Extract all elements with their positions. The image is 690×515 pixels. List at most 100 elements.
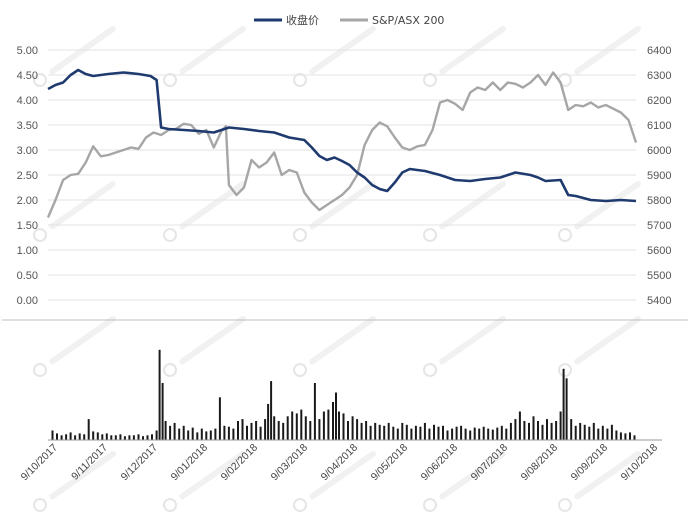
left-tick-label: 1.50 bbox=[17, 220, 38, 232]
volume-bar bbox=[496, 427, 499, 440]
right-axis-ticks: 5400 5500 5600 5700 5800 5900 6000 6100 6200 6300… bbox=[647, 45, 671, 307]
watermark-band bbox=[49, 315, 116, 365]
volume-bar bbox=[369, 425, 372, 441]
watermark-mark bbox=[163, 498, 177, 512]
volume-bar bbox=[327, 409, 330, 440]
volume-bar bbox=[629, 432, 631, 440]
volume-bar bbox=[196, 432, 199, 440]
volume-bar bbox=[410, 428, 413, 440]
volume-bar bbox=[74, 435, 77, 441]
volume-bar bbox=[356, 419, 359, 440]
volume-bar bbox=[291, 411, 294, 440]
watermark-mark bbox=[163, 363, 177, 377]
volume-bar bbox=[460, 425, 463, 441]
volume-bar bbox=[565, 378, 568, 441]
volume-bar bbox=[200, 428, 203, 440]
volume-bar bbox=[300, 409, 303, 440]
watermark-mark bbox=[33, 363, 47, 377]
volume-bar bbox=[360, 422, 363, 440]
volume-bar bbox=[624, 433, 627, 441]
watermark-logo bbox=[293, 315, 376, 377]
volume-bar bbox=[259, 426, 262, 440]
volume-bar bbox=[387, 422, 390, 440]
right-tick-label: 6100 bbox=[647, 120, 671, 132]
volume-bar bbox=[464, 428, 467, 440]
watermark-logo bbox=[163, 180, 246, 242]
volume-bar bbox=[455, 426, 458, 440]
volume-bar bbox=[209, 430, 212, 440]
watermark-mark bbox=[293, 228, 307, 242]
volume-bar bbox=[332, 402, 334, 440]
volume-bar bbox=[574, 425, 577, 441]
watermark-band bbox=[439, 180, 506, 230]
watermark-band bbox=[574, 450, 641, 500]
volume-bar bbox=[555, 421, 558, 440]
watermark-logo bbox=[558, 315, 641, 377]
volume-bar bbox=[277, 421, 280, 440]
volume-bar bbox=[570, 419, 573, 440]
volume-bar bbox=[374, 422, 377, 440]
legend-label-close-price: 收盘价 bbox=[286, 13, 319, 27]
volume-bar bbox=[633, 435, 636, 441]
volume-bar bbox=[286, 416, 289, 441]
volume-bar bbox=[173, 422, 176, 440]
volume-bar bbox=[469, 430, 472, 440]
volume-bar bbox=[218, 397, 221, 441]
volume-bar bbox=[110, 435, 113, 441]
line-series bbox=[46, 68, 638, 218]
volume-bar bbox=[619, 432, 622, 440]
volume-bar bbox=[273, 416, 276, 441]
watermark-band bbox=[309, 180, 376, 230]
watermark-layer bbox=[33, 25, 641, 512]
volume-bar bbox=[123, 436, 126, 440]
volume-bar bbox=[87, 419, 90, 440]
watermark-band bbox=[574, 180, 641, 230]
watermark-mark bbox=[558, 363, 572, 377]
volume-bar bbox=[161, 383, 164, 440]
volume-bar bbox=[164, 421, 167, 440]
right-tick-label: 6000 bbox=[647, 145, 671, 157]
watermark-band bbox=[439, 450, 506, 500]
watermark-band bbox=[309, 450, 376, 500]
left-tick-label: 0.50 bbox=[17, 270, 38, 282]
watermark-logo bbox=[423, 315, 506, 377]
volume-bar bbox=[304, 416, 307, 441]
volume-bar bbox=[132, 435, 135, 441]
volume-bar bbox=[583, 424, 586, 440]
watermark-band bbox=[179, 450, 246, 500]
watermark-logo bbox=[293, 450, 376, 512]
volume-bar bbox=[338, 411, 340, 440]
volume-bar bbox=[56, 433, 58, 441]
volume-bar bbox=[505, 428, 508, 440]
volume-bar bbox=[255, 421, 258, 440]
volume-bar bbox=[446, 430, 449, 440]
volume-bar bbox=[187, 430, 190, 440]
watermark-mark bbox=[33, 498, 47, 512]
volume-bar bbox=[169, 425, 172, 441]
volume-bar bbox=[487, 428, 490, 440]
watermark-logo bbox=[33, 315, 116, 377]
volume-bar bbox=[96, 432, 99, 440]
right-tick-label: 6400 bbox=[647, 45, 671, 57]
watermark-mark bbox=[163, 228, 177, 242]
left-tick-label: 3.00 bbox=[17, 145, 38, 157]
volume-bar bbox=[615, 430, 618, 440]
volume-bar bbox=[437, 426, 440, 440]
volume-bar bbox=[282, 422, 285, 440]
volume-bar bbox=[158, 349, 161, 441]
watermark-mark bbox=[423, 363, 437, 377]
volume-bar bbox=[250, 422, 253, 440]
volume-bar bbox=[295, 413, 298, 440]
volume-bar bbox=[562, 368, 565, 441]
volume-bar bbox=[60, 435, 63, 441]
volume-bar bbox=[509, 422, 512, 440]
volume-bar bbox=[155, 430, 158, 440]
watermark-mark bbox=[293, 363, 307, 377]
volume-bar bbox=[419, 426, 422, 440]
right-tick-label: 5900 bbox=[647, 170, 671, 182]
volume-bar bbox=[451, 428, 454, 440]
volume-bar bbox=[518, 411, 521, 440]
volume-bar bbox=[405, 424, 408, 440]
volume-bar bbox=[146, 435, 149, 441]
